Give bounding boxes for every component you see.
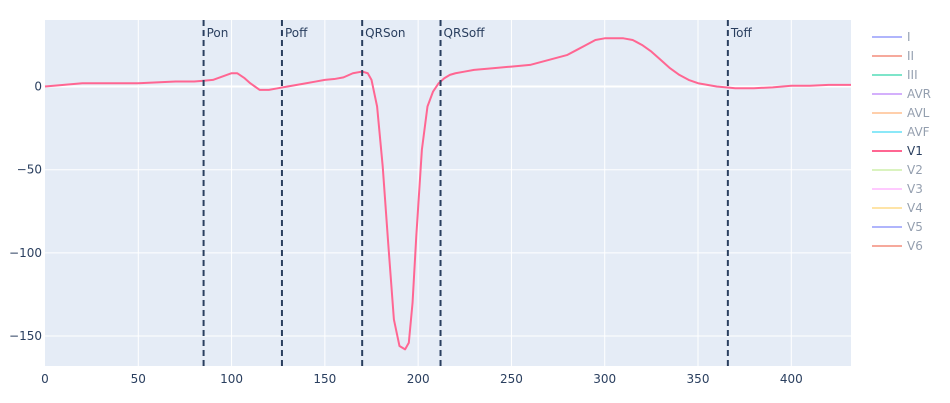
legend-label: V4 [907,201,923,215]
legend-label: I [907,30,911,44]
vline-label-pon: Pon [207,26,229,40]
legend-label: AVR [907,87,931,101]
x-tick-label: 100 [220,372,243,386]
x-tick-label: 200 [407,372,430,386]
vline-label-qrson: QRSon [365,26,405,40]
y-tick-label: −50 [17,163,42,177]
legend-item-v3[interactable]: V3 [872,182,923,196]
legend-item-iii[interactable]: III [872,68,918,82]
x-tick-label: 350 [687,372,710,386]
series-line-v1 [44,37,851,351]
legend-item-avr[interactable]: AVR [872,87,931,101]
x-tick-label: 0 [41,372,49,386]
legend-item-ii[interactable]: II [872,49,914,63]
legend-label: V3 [907,182,923,196]
legend-label: V1 [907,144,923,158]
vline-label-poff: Poff [285,26,308,40]
x-tick-label: 150 [313,372,336,386]
x-axis-ticks: 0 50 100 150 200 250 300 350 400 [41,372,803,386]
legend-label: V5 [907,220,923,234]
legend-item-v5[interactable]: V5 [872,220,923,234]
legend-label: V2 [907,163,923,177]
legend-label: AVF [907,125,930,139]
legend-item-v6[interactable]: V6 [872,239,923,253]
legend-item-avl[interactable]: AVL [872,106,930,120]
y-tick-label: 0 [34,80,42,94]
legend-label: II [907,49,914,63]
y-tick-label: −150 [9,329,42,343]
plot-background [45,20,851,366]
y-axis-ticks: 0 −50 −100 −150 [9,80,42,344]
series-lines [44,37,851,351]
legend-item-i[interactable]: I [872,30,911,44]
legend-item-avf[interactable]: AVF [872,125,930,139]
legend-item-v4[interactable]: V4 [872,201,923,215]
x-tick-label: 300 [593,372,616,386]
x-tick-label: 50 [131,372,146,386]
y-tick-label: −100 [9,246,42,260]
x-tick-label: 400 [780,372,803,386]
legend-item-v1[interactable]: V1 [872,144,923,158]
x-tick-label: 250 [500,372,523,386]
legend-item-v2[interactable]: V2 [872,163,923,177]
vline-label-toff: Toff [730,26,753,40]
legend-label: III [907,68,918,82]
legend-label: V6 [907,239,923,253]
vline-label-qrsoff: QRSoff [444,26,486,40]
legend-label: AVL [907,106,930,120]
annotation-lines: Pon Poff QRSon QRSoff Toff [202,20,753,366]
